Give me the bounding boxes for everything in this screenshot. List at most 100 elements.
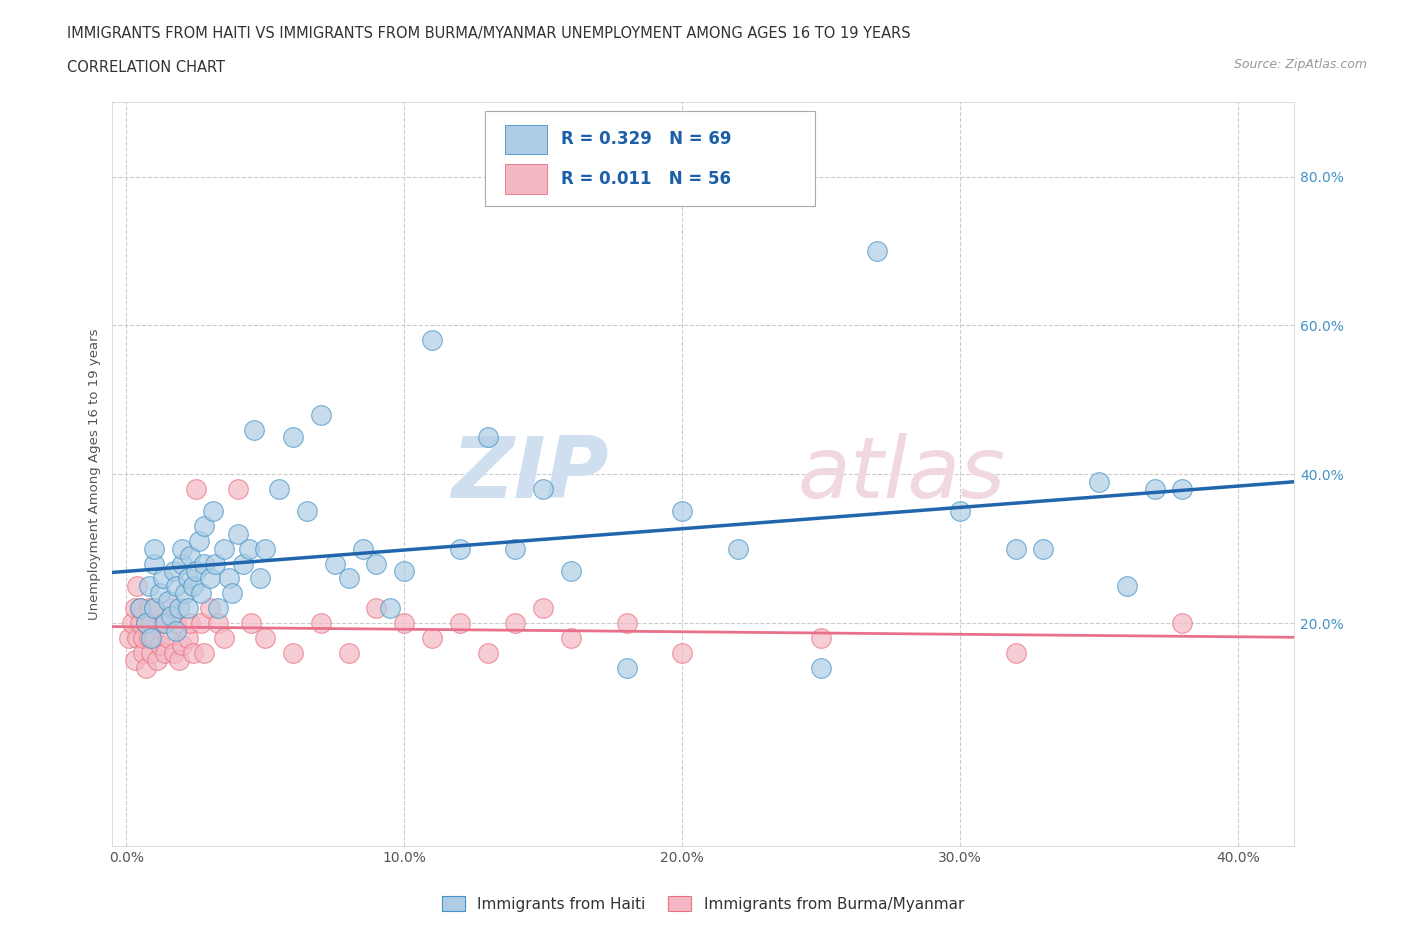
Point: [162, 564, 184, 578]
Point: [243, 422, 266, 437]
Point: [129, 616, 152, 631]
Point: [155, 645, 177, 660]
Point: [727, 541, 749, 556]
Point: [949, 504, 972, 519]
Point: [179, 616, 201, 631]
Point: [337, 571, 360, 586]
Point: [352, 541, 374, 556]
Point: [212, 541, 235, 556]
Point: [138, 601, 160, 616]
Point: [309, 616, 332, 631]
Point: [165, 623, 187, 638]
Point: [135, 616, 157, 631]
Point: [155, 616, 177, 631]
Point: [143, 631, 166, 645]
Point: [226, 482, 249, 497]
Y-axis label: Unemployment Among Ages 16 to 19 years: Unemployment Among Ages 16 to 19 years: [89, 328, 101, 620]
Point: [138, 631, 160, 645]
Point: [193, 556, 215, 571]
Point: [1143, 482, 1166, 497]
Point: [129, 601, 152, 616]
Point: [167, 653, 190, 668]
Point: [135, 616, 157, 631]
Point: [281, 430, 304, 445]
Point: [337, 645, 360, 660]
Point: [141, 616, 163, 631]
Point: [366, 556, 388, 571]
Point: [671, 504, 693, 519]
Point: [176, 571, 198, 586]
Point: [138, 578, 160, 593]
Point: [449, 541, 471, 556]
Point: [127, 631, 149, 645]
Point: [394, 616, 416, 631]
Text: R = 0.011   N = 56: R = 0.011 N = 56: [561, 170, 731, 188]
Text: R = 0.329   N = 69: R = 0.329 N = 69: [561, 130, 731, 149]
Point: [1088, 474, 1111, 489]
Point: [254, 631, 277, 645]
Point: [207, 616, 229, 631]
Point: [193, 519, 215, 534]
Point: [187, 534, 209, 549]
Point: [238, 541, 260, 556]
Legend: Immigrants from Haiti, Immigrants from Burma/Myanmar: Immigrants from Haiti, Immigrants from B…: [436, 889, 970, 918]
Point: [309, 407, 332, 422]
Point: [143, 541, 166, 556]
Point: [616, 616, 638, 631]
Point: [135, 660, 157, 675]
Point: [157, 631, 180, 645]
Point: [531, 482, 554, 497]
Point: [366, 601, 388, 616]
Point: [254, 541, 277, 556]
Point: [184, 482, 207, 497]
Bar: [505, 164, 547, 193]
Point: [866, 244, 889, 259]
Point: [176, 601, 198, 616]
Point: [132, 645, 155, 660]
Point: [1171, 482, 1194, 497]
Point: [170, 638, 193, 653]
Point: [201, 504, 224, 519]
Point: [173, 586, 195, 601]
Point: [118, 631, 141, 645]
Point: [505, 616, 527, 631]
Point: [449, 616, 471, 631]
Point: [1171, 616, 1194, 631]
Point: [152, 571, 174, 586]
Point: [132, 631, 155, 645]
Point: [170, 556, 193, 571]
Point: [198, 571, 221, 586]
Point: [167, 601, 190, 616]
Point: [162, 645, 184, 660]
Point: [810, 631, 832, 645]
Point: [184, 564, 207, 578]
Point: [1032, 541, 1054, 556]
Point: [218, 571, 240, 586]
Point: [157, 593, 180, 608]
Point: [160, 601, 183, 616]
Point: [198, 601, 221, 616]
Point: [121, 616, 143, 631]
Point: [531, 601, 554, 616]
Text: atlas: atlas: [797, 432, 1005, 516]
Point: [323, 556, 346, 571]
Point: [129, 601, 152, 616]
Point: [560, 631, 582, 645]
Point: [810, 660, 832, 675]
Point: [160, 608, 183, 623]
Point: [127, 578, 149, 593]
Point: [170, 541, 193, 556]
Text: IMMIGRANTS FROM HAITI VS IMMIGRANTS FROM BURMA/MYANMAR UNEMPLOYMENT AMONG AGES 1: IMMIGRANTS FROM HAITI VS IMMIGRANTS FROM…: [67, 26, 911, 41]
Point: [420, 333, 443, 348]
Point: [143, 556, 166, 571]
Point: [221, 586, 243, 601]
Point: [190, 586, 212, 601]
Point: [505, 541, 527, 556]
FancyBboxPatch shape: [485, 112, 815, 206]
Point: [671, 645, 693, 660]
Bar: [505, 125, 547, 154]
Point: [226, 526, 249, 541]
Point: [146, 653, 169, 668]
Point: [143, 601, 166, 616]
Point: [616, 660, 638, 675]
